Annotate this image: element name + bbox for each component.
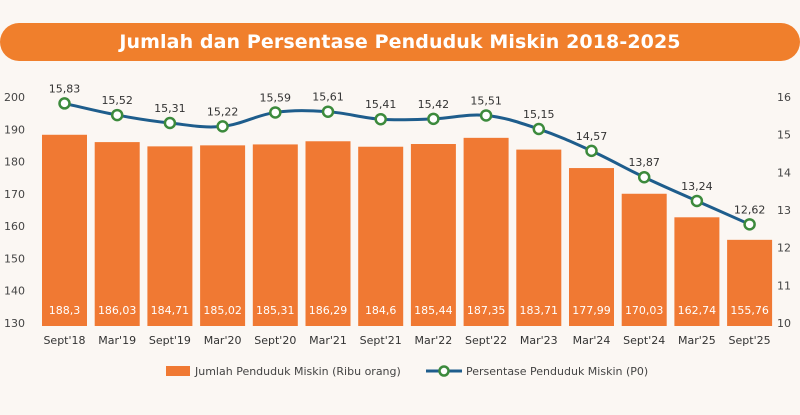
chart-title: Jumlah dan Persentase Penduduk Miskin 20… (119, 31, 681, 53)
line-value-label: 15,51 (470, 94, 502, 107)
line-value-label: 15,59 (260, 91, 292, 104)
line-marker (269, 106, 282, 119)
line-marker (479, 109, 493, 122)
bar (410, 144, 456, 326)
category-label: Sept'24 (623, 334, 665, 347)
line-value-label: 13,24 (681, 180, 713, 193)
line-marker (321, 105, 335, 118)
right-tick-label: 11 (777, 279, 791, 292)
line-marker (110, 108, 124, 122)
bar-value-label: 184,71 (151, 304, 190, 317)
left-tick-label: 130 (4, 317, 25, 330)
left-tick-label: 200 (4, 91, 25, 104)
left-tick-label: 190 (4, 123, 25, 136)
line-marker (216, 120, 229, 133)
bar-value-label: 162,74 (678, 304, 717, 317)
line-marker (690, 194, 704, 208)
category-label: Mar'22 (415, 334, 453, 347)
line-value-label: 15,42 (418, 98, 450, 111)
category-label: Mar'24 (573, 334, 611, 347)
title-banner: Jumlah dan Persentase Penduduk Miskin 20… (0, 23, 800, 61)
category-label: Sept'18 (43, 334, 85, 347)
left-tick-label: 140 (4, 285, 25, 298)
line-value-label: 15,15 (523, 108, 555, 121)
bar (305, 141, 351, 326)
bar-value-labels: 188,3 186,03 184,71 185,02 185,31 186,29 184,6… (49, 304, 769, 317)
category-label: Mar'19 (98, 334, 136, 347)
line-marker (374, 112, 387, 126)
left-tick-label: 160 (4, 220, 25, 233)
right-tick-label: 16 (777, 91, 791, 104)
bar-series (42, 134, 773, 326)
bar-value-label: 187,35 (467, 304, 506, 317)
line-value-label: 15,41 (365, 98, 397, 111)
category-label: Sept'22 (465, 334, 507, 347)
category-label: Sept'20 (254, 334, 296, 347)
bar (200, 145, 246, 326)
category-axis: Sept'18 Mar'19 Sept'19 Mar'20 Sept'20 Mar'21 S… (43, 334, 770, 347)
legend: Jumlah Penduduk Miskin (Ribu orang) Pers… (166, 365, 648, 378)
line-value-label: 15,31 (154, 102, 186, 115)
line-marker (58, 97, 71, 110)
left-tick-label: 150 (4, 252, 25, 265)
right-tick-label: 13 (777, 204, 791, 217)
category-label: Mar'20 (204, 334, 242, 347)
line-value-label: 13,87 (628, 156, 660, 169)
line-marker (163, 116, 177, 130)
bar-value-label: 185,44 (414, 304, 453, 317)
bar-value-label: 186,29 (309, 304, 348, 317)
bar (94, 142, 140, 326)
legend-swatch-bar (166, 366, 190, 376)
right-tick-label: 15 (777, 129, 791, 142)
left-tick-label: 180 (4, 156, 25, 169)
left-tick-label: 170 (4, 188, 25, 201)
legend-marker (438, 365, 450, 377)
legend-label-bar: Jumlah Penduduk Miskin (Ribu orang) (194, 365, 401, 378)
bar (621, 193, 667, 326)
bar-value-label: 183,71 (520, 304, 559, 317)
bar (727, 239, 773, 326)
bar (569, 168, 614, 326)
category-label: Sept'25 (729, 334, 771, 347)
category-label: Mar'25 (678, 334, 716, 347)
line-value-label: 12,62 (734, 203, 766, 216)
legend-label-line: Persentase Penduduk Miskin (P0) (466, 365, 648, 378)
right-tick-label: 14 (777, 166, 791, 179)
line-marker (637, 170, 651, 184)
line-value-label: 15,83 (49, 82, 81, 95)
line-marker (532, 122, 546, 136)
bar (674, 217, 720, 326)
line-series: 15,83 15,52 15,31 15,22 15,59 15,61 15,41 15,42… (49, 82, 766, 231)
right-axis: 10 11 12 13 14 15 16 (777, 91, 791, 330)
line-value-label: 15,52 (101, 94, 133, 107)
right-tick-label: 12 (777, 242, 791, 255)
category-label: Mar'23 (520, 334, 558, 347)
category-label: Sept'21 (360, 334, 402, 347)
bar-value-label: 184,6 (365, 304, 397, 317)
bar (358, 146, 404, 326)
category-label: Sept'19 (149, 334, 191, 347)
bar (463, 137, 509, 326)
bar (147, 146, 193, 326)
line-marker (427, 112, 440, 126)
bar (42, 134, 87, 326)
right-tick-label: 10 (777, 317, 791, 330)
left-axis: 130 140 150 160 170 180 190 200 (4, 91, 25, 330)
line-marker (585, 144, 598, 158)
bar (516, 149, 562, 326)
bar-value-label: 188,3 (49, 304, 81, 317)
line-value-label: 15,22 (207, 105, 239, 118)
line-value-label: 14,57 (576, 130, 608, 143)
bar-value-label: 185,02 (203, 304, 242, 317)
bar-value-label: 155,76 (730, 304, 769, 317)
category-label: Mar'21 (309, 334, 347, 347)
bar (252, 144, 298, 326)
bar-value-label: 185,31 (256, 304, 295, 317)
line-value-label: 15,61 (312, 91, 344, 104)
line-marker (743, 218, 756, 231)
bar-value-label: 177,99 (572, 304, 611, 317)
bar-value-label: 170,03 (625, 304, 664, 317)
bar-value-label: 186,03 (98, 304, 137, 317)
